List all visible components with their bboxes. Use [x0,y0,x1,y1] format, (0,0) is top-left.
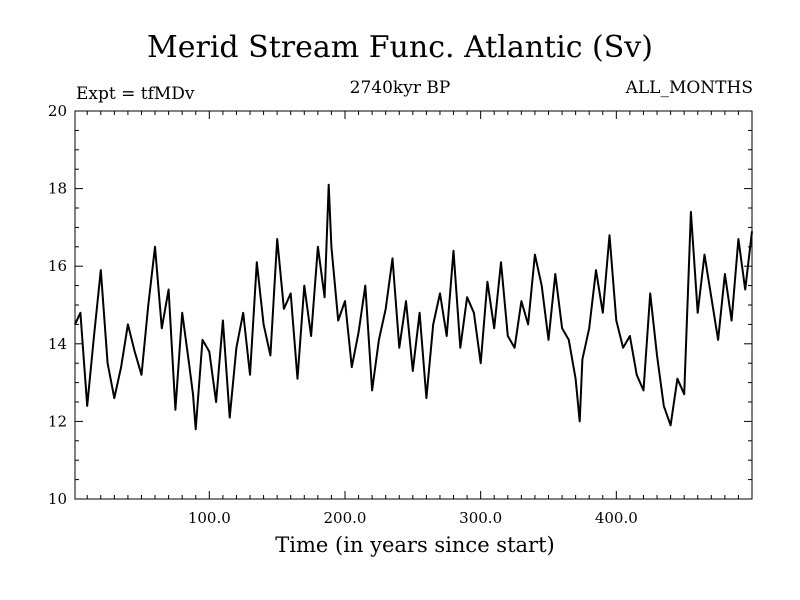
x-axis-label: Time (in years since start) [275,533,555,557]
x-tick-label: 300.0 [459,509,502,527]
x-tick-label: 100.0 [188,509,231,527]
y-tick-label: 14 [48,335,67,353]
period-label: 2740kyr BP [349,78,451,98]
y-tick-label: 18 [48,180,67,198]
y-tick-label: 20 [48,102,67,120]
chart-title: Merid Stream Func. Atlantic (Sv) [147,30,653,65]
y-tick-label: 12 [48,412,67,430]
x-tick-label: 200.0 [324,509,367,527]
experiment-label: Expt = tfMDv [76,84,195,104]
y-tick-label: 10 [48,490,67,508]
months-label: ALL_MONTHS [625,78,753,98]
series-line [74,183,753,431]
x-tick-label: 400.0 [595,509,638,527]
y-tick-label: 16 [48,257,67,275]
plot-frame [74,110,753,500]
